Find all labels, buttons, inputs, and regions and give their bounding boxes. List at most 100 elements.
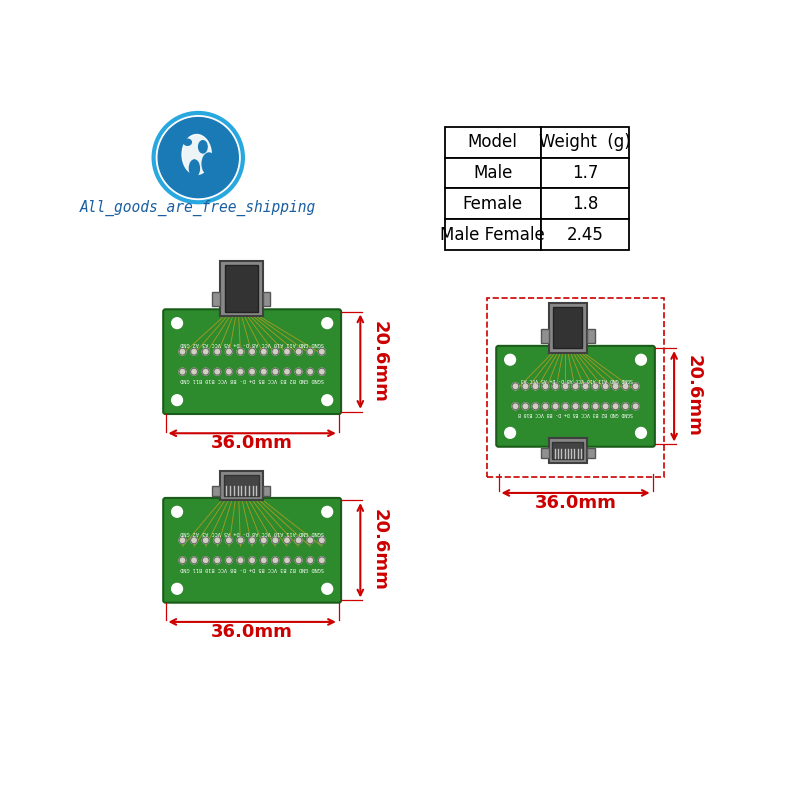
Bar xyxy=(213,486,220,496)
Ellipse shape xyxy=(198,141,207,153)
Text: 36.0mm: 36.0mm xyxy=(534,494,617,512)
Circle shape xyxy=(249,537,256,544)
Circle shape xyxy=(322,394,333,406)
Circle shape xyxy=(612,383,619,390)
Bar xyxy=(445,127,541,158)
Bar xyxy=(445,158,541,188)
Circle shape xyxy=(318,348,326,355)
Circle shape xyxy=(172,506,182,517)
Circle shape xyxy=(295,537,302,544)
Circle shape xyxy=(306,537,314,544)
Circle shape xyxy=(214,537,221,544)
Circle shape xyxy=(226,537,232,544)
Circle shape xyxy=(306,348,314,355)
Circle shape xyxy=(226,348,232,355)
Bar xyxy=(487,298,664,477)
Text: 1.8: 1.8 xyxy=(572,195,598,213)
Text: SGND GND A11 A10 VCC A8 D- D+ A5 VCC A3 A2 GND: SGND GND A11 A10 VCC A8 D- D+ A5 VCC A3 … xyxy=(180,342,324,346)
Bar xyxy=(541,448,549,458)
Circle shape xyxy=(214,368,221,375)
Circle shape xyxy=(237,348,244,355)
Text: Model: Model xyxy=(468,133,518,151)
Bar xyxy=(554,307,582,348)
Circle shape xyxy=(179,368,186,375)
Bar xyxy=(541,329,549,342)
Bar xyxy=(445,189,541,219)
Circle shape xyxy=(190,557,198,564)
Ellipse shape xyxy=(184,139,191,146)
Circle shape xyxy=(602,383,609,390)
Circle shape xyxy=(322,583,333,594)
Bar xyxy=(553,442,583,459)
Circle shape xyxy=(202,368,209,375)
Circle shape xyxy=(249,368,256,375)
Text: Female: Female xyxy=(462,195,523,213)
Circle shape xyxy=(226,368,232,375)
Text: Weight  (g): Weight (g) xyxy=(539,133,631,151)
Circle shape xyxy=(522,403,529,410)
Circle shape xyxy=(295,557,302,564)
Circle shape xyxy=(237,368,244,375)
Circle shape xyxy=(249,557,256,564)
FancyBboxPatch shape xyxy=(163,498,341,602)
Circle shape xyxy=(636,427,646,438)
Circle shape xyxy=(172,583,182,594)
Circle shape xyxy=(505,354,515,365)
Circle shape xyxy=(214,348,221,355)
Circle shape xyxy=(214,557,221,564)
Text: SGND GND A11 A10 VCC A8 D- D+ A5 VCC A3: SGND GND A11 A10 VCC A8 D- D+ A5 VCC A3 xyxy=(518,377,633,382)
Text: SGND GND A11 A10 VCC A8 D- D+ A5 VCC A3 A2 GND: SGND GND A11 A10 VCC A8 D- D+ A5 VCC A3 … xyxy=(180,530,324,535)
Circle shape xyxy=(158,118,238,198)
Text: Male Female: Male Female xyxy=(441,226,545,243)
Circle shape xyxy=(202,557,209,564)
Circle shape xyxy=(562,403,569,410)
Bar xyxy=(587,329,595,342)
Circle shape xyxy=(512,383,519,390)
Circle shape xyxy=(272,557,279,564)
Circle shape xyxy=(542,383,549,390)
Text: 2.45: 2.45 xyxy=(566,226,604,243)
Circle shape xyxy=(318,537,326,544)
Bar xyxy=(262,292,270,306)
Bar xyxy=(224,475,258,496)
Circle shape xyxy=(636,354,646,365)
Circle shape xyxy=(592,383,599,390)
Circle shape xyxy=(260,348,267,355)
Circle shape xyxy=(179,537,186,544)
Bar xyxy=(213,292,220,306)
Text: 36.0mm: 36.0mm xyxy=(211,434,293,452)
Circle shape xyxy=(612,403,619,410)
Circle shape xyxy=(172,318,182,329)
Bar xyxy=(541,127,630,158)
Circle shape xyxy=(260,557,267,564)
Circle shape xyxy=(260,368,267,375)
Circle shape xyxy=(306,368,314,375)
Circle shape xyxy=(179,557,186,564)
Bar xyxy=(262,486,270,496)
Circle shape xyxy=(283,557,290,564)
Circle shape xyxy=(532,403,539,410)
Circle shape xyxy=(318,557,326,564)
Bar xyxy=(541,219,630,250)
Circle shape xyxy=(622,403,629,410)
Circle shape xyxy=(532,383,539,390)
Circle shape xyxy=(582,383,589,390)
Circle shape xyxy=(179,348,186,355)
Circle shape xyxy=(237,557,244,564)
Circle shape xyxy=(283,537,290,544)
Circle shape xyxy=(632,403,639,410)
Circle shape xyxy=(552,403,559,410)
Circle shape xyxy=(190,368,198,375)
Circle shape xyxy=(572,383,579,390)
Circle shape xyxy=(202,348,209,355)
Circle shape xyxy=(572,403,579,410)
Circle shape xyxy=(237,537,244,544)
Circle shape xyxy=(190,348,198,355)
Text: 1.7: 1.7 xyxy=(572,164,598,182)
Circle shape xyxy=(512,403,519,410)
Text: SGND GND B2 B3 VCC B5 D+ D- B8 VCC B10 B11 GND: SGND GND B2 B3 VCC B5 D+ D- B8 VCC B10 B… xyxy=(180,377,324,382)
Bar xyxy=(549,438,587,463)
Circle shape xyxy=(542,403,549,410)
Text: 20.6mm: 20.6mm xyxy=(371,510,389,591)
Ellipse shape xyxy=(182,134,211,174)
